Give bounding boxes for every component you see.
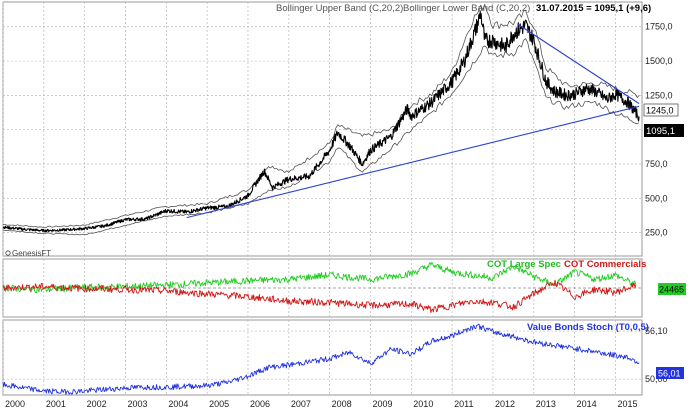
axis-layer: 2000 2001 2002 2003 2004 2005 2006 2007 2008 2009… [5, 22, 673, 409]
x-tick-label: 2013 [536, 399, 556, 409]
x-tick-label: 2006 [250, 399, 270, 409]
price-flag-current-label: 1095,1 [646, 126, 675, 137]
y-tick-label: 56,10 [645, 326, 668, 336]
x-tick-label: 2011 [454, 399, 473, 409]
grid-layer [2, 2, 642, 395]
price-flag-1245-label: 1245,0 [646, 106, 674, 116]
series-cot-large-spec [3, 262, 637, 294]
x-tick-label: 2002 [87, 399, 107, 409]
x-tick-label: 2004 [168, 399, 188, 409]
series-trendline-support [186, 105, 640, 219]
series-layer [2, 3, 640, 395]
series-value-bonds-stoch [2, 323, 640, 395]
x-tick-label: 2003 [127, 399, 147, 409]
cot-flag: 24465 [658, 283, 686, 295]
header-upper-band-label: Bollinger Upper Band (C,20,2) [276, 3, 403, 14]
bonds-panel-frame [2, 319, 643, 396]
bonds-flag: 56,01 [656, 367, 684, 379]
bonds-flag-label: 56,01 [658, 369, 681, 379]
y-tick-label: 750,0 [645, 159, 668, 169]
price-panel-frame [2, 1, 643, 257]
x-tick-label: 2009 [372, 399, 392, 409]
x-tick-label: 2008 [332, 399, 352, 409]
header-lower-band-label: Bollinger Lower Band (C,20,2) [403, 3, 530, 14]
x-tick-label: 2005 [209, 399, 229, 409]
y-tick-label: 1750,0 [645, 22, 673, 32]
genesis-logo-icon [5, 250, 11, 256]
genesis-watermark: GenesisFT [12, 249, 51, 258]
series-cot-commercials [2, 279, 637, 314]
cot-flag-label: 24465 [659, 285, 684, 295]
series-trendline-resistance [517, 23, 640, 105]
value-bonds-legend: Value Bonds Stoch (T0,0,5) [527, 322, 649, 333]
header-last-quote: 31.07.2015 = 1095,1 (+9,6) [536, 3, 651, 14]
cot-commercials-legend: COT Commercials [564, 259, 646, 270]
series-bollinger-lower [2, 38, 640, 236]
x-tick-label: 2015 [617, 399, 637, 409]
cot-large-spec-legend: COT Large Spec [487, 259, 561, 270]
y-tick-label: 250,0 [645, 228, 668, 238]
x-tick-label: 2012 [495, 399, 515, 409]
x-tick-label: 2007 [291, 399, 311, 409]
y-tick-label: 1250,0 [645, 90, 673, 100]
series-gold-price [2, 10, 640, 233]
y-tick-label: 1500,0 [645, 56, 673, 66]
price-flag-current: 1095,1 [644, 124, 684, 137]
series-bollinger-upper [2, 3, 640, 229]
x-tick-label: 2014 [577, 399, 597, 409]
y-tick-label: 50,00 [645, 374, 668, 384]
x-tick-label: 2000 [5, 399, 25, 409]
price-flag-1245: 1245,0 [643, 103, 679, 117]
x-tick-label: 2001 [46, 399, 66, 409]
x-tick-label: 2010 [413, 399, 433, 409]
y-tick-label: 500,0 [645, 193, 668, 203]
